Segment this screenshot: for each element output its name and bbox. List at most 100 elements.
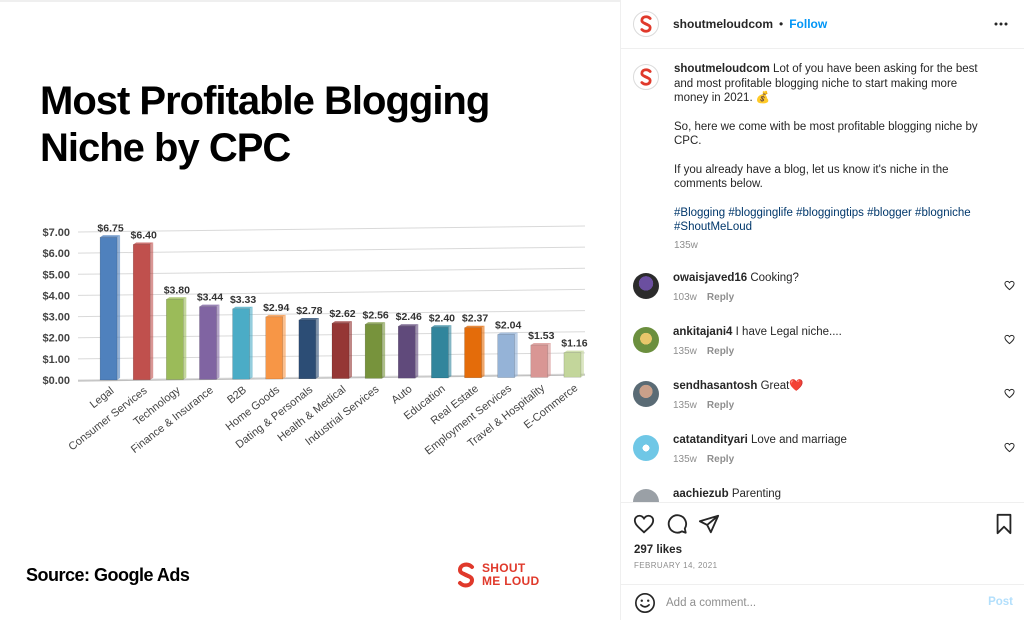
comment-username[interactable]: sendhasantosh	[673, 380, 758, 392]
brand-logo-mark	[457, 562, 475, 588]
share-icon[interactable]	[698, 513, 720, 535]
bar	[497, 334, 515, 378]
bar-value-label: $2.40	[429, 312, 455, 324]
comment-time[interactable]: 135w	[673, 454, 697, 465]
bar	[166, 299, 184, 380]
comment-time[interactable]: 135w	[673, 346, 697, 357]
source-note: Source: Google Ads	[26, 565, 190, 585]
bar-top	[199, 304, 220, 307]
likes-count[interactable]: 297 likes	[634, 544, 682, 556]
bar	[530, 344, 549, 378]
y-tick-label: $4.00	[42, 290, 70, 302]
y-tick-label: $3.00	[42, 312, 70, 324]
bar-top	[133, 242, 154, 245]
heart-icon[interactable]	[633, 513, 655, 535]
gridline	[77, 225, 586, 233]
bar-value-label: $6.40	[131, 229, 157, 241]
bar-top	[365, 322, 386, 325]
like-comment-heart-icon[interactable]	[1004, 388, 1015, 399]
bar-value-label: $1.53	[528, 330, 554, 342]
caption-username[interactable]: shoutmeloudcom	[674, 63, 770, 75]
comment-time[interactable]: 103w	[673, 292, 697, 303]
post-headline: Most Profitable Blogging Niche by CPC	[40, 78, 560, 172]
reply-button[interactable]: Reply	[706, 400, 735, 411]
comment-username[interactable]: catatandityari	[673, 434, 748, 446]
brand-avatar-icon	[640, 15, 652, 33]
bar	[265, 316, 283, 380]
commenter-avatar[interactable]	[633, 273, 659, 299]
commenter-avatar[interactable]	[633, 489, 659, 502]
bar-value-label: $2.94	[263, 302, 289, 314]
bar-top	[298, 318, 319, 321]
reply-button[interactable]: Reply	[706, 292, 735, 303]
comment-text: Parenting	[731, 488, 782, 500]
bar	[298, 319, 317, 380]
bar-side	[448, 325, 452, 378]
bar-side	[117, 235, 121, 380]
emoji-icon[interactable]	[634, 592, 656, 614]
post-date[interactable]: FEBRUARY 14, 2021	[634, 561, 718, 570]
brand-avatar-icon	[640, 68, 652, 86]
like-comment-heart-icon[interactable]	[1004, 280, 1015, 291]
bookmark-icon[interactable]	[993, 513, 1015, 535]
like-comment-heart-icon[interactable]	[1004, 334, 1015, 345]
bar-side	[249, 306, 253, 380]
bar	[99, 237, 118, 381]
bar-side	[183, 297, 187, 380]
comment-username[interactable]: owaisjaved16	[673, 272, 748, 284]
y-tick-label: $5.00	[42, 269, 70, 281]
bar	[199, 306, 217, 380]
gridline	[77, 246, 586, 254]
commenter-avatar[interactable]	[633, 327, 659, 353]
bar-side	[514, 332, 518, 378]
comment-item: sendhasantosh Great❤️ 135w Reply	[621, 379, 1024, 433]
comment-username[interactable]: ankitajani4	[673, 326, 733, 338]
bar-value-label: $2.78	[296, 305, 322, 317]
brand-logo: SHOUT ME LOUD	[456, 562, 562, 588]
bar-side	[415, 324, 419, 379]
header-separator: •	[779, 17, 784, 31]
caption-hashtags[interactable]: #Blogging #blogginglife #bloggingtips #b…	[674, 206, 971, 234]
caption-avatar[interactable]	[633, 64, 659, 90]
comment-username[interactable]: aachiezub	[673, 488, 729, 500]
comments-scroll-area[interactable]: shoutmeloudcom Lot of you have been aski…	[621, 50, 1024, 502]
bar-top	[530, 343, 551, 346]
comment-item: ankitajani4 I have Legal niche.... 135w R…	[621, 325, 1024, 379]
comment-time[interactable]: 135w	[673, 400, 697, 411]
top-divider	[0, 0, 620, 2]
post-comment-button[interactable]: Post	[988, 596, 1013, 608]
commenter-avatar[interactable]	[633, 381, 659, 407]
bar	[563, 352, 582, 378]
caption-text-2: So, here we come with be most profitable…	[674, 120, 978, 148]
bar-value-label: $2.56	[362, 309, 388, 321]
comment-item: owaisjaved16 Cooking? 103w Reply	[621, 271, 1024, 325]
profile-avatar[interactable]	[633, 11, 659, 37]
gridline	[77, 310, 586, 318]
more-options-icon[interactable]	[994, 17, 1008, 31]
bar	[398, 325, 416, 379]
comment-text: Cooking?	[750, 272, 799, 284]
reply-button[interactable]: Reply	[706, 346, 735, 357]
comment-text: Great❤️	[760, 380, 804, 392]
bar-top	[398, 324, 419, 327]
bar	[431, 327, 449, 379]
bar-value-label: $3.44	[197, 292, 223, 304]
commenter-avatar[interactable]	[633, 435, 659, 461]
bar-top	[232, 306, 253, 309]
follow-button[interactable]: Follow	[789, 17, 828, 31]
headline-line-1: Most Profitable Blogging	[40, 79, 490, 123]
like-comment-heart-icon[interactable]	[1004, 442, 1015, 453]
y-tick-label: $0.00	[42, 375, 70, 387]
comment-input[interactable]	[666, 596, 966, 609]
reply-button[interactable]: Reply	[706, 454, 735, 465]
post-image[interactable]: Most Profitable Blogging Niche by CPC $0…	[0, 0, 620, 620]
y-tick-label: $2.00	[42, 333, 70, 345]
bar-top	[497, 332, 518, 335]
caption-timestamp[interactable]: 135w	[674, 239, 698, 251]
bar-top	[332, 321, 352, 324]
comment-icon[interactable]	[666, 513, 688, 535]
bar-value-label: $3.80	[164, 284, 190, 296]
header-username[interactable]: shoutmeloudcom	[673, 17, 774, 31]
x-category-label: Auto	[389, 383, 414, 406]
gridline	[77, 267, 586, 275]
